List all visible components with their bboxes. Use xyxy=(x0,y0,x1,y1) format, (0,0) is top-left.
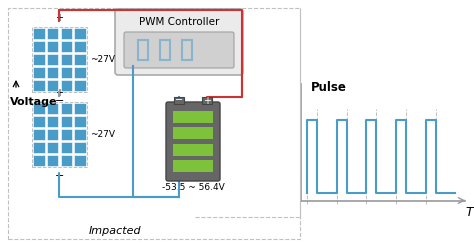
Text: Impacted: Impacted xyxy=(89,226,141,236)
Text: −: − xyxy=(55,96,64,106)
Bar xyxy=(33,80,45,91)
Bar xyxy=(47,28,58,39)
Bar xyxy=(174,97,184,104)
Text: −: − xyxy=(175,96,183,105)
Bar xyxy=(61,155,72,166)
Bar xyxy=(47,67,58,78)
Bar xyxy=(160,40,170,60)
Bar xyxy=(74,142,86,153)
Text: +: + xyxy=(55,88,64,98)
Bar xyxy=(61,116,72,127)
Bar xyxy=(47,54,58,65)
Bar xyxy=(173,160,213,171)
Bar xyxy=(47,103,58,114)
Text: T: T xyxy=(465,206,473,219)
Bar xyxy=(47,142,58,153)
Text: Pulse: Pulse xyxy=(311,81,347,94)
Bar xyxy=(61,80,72,91)
Bar xyxy=(61,103,72,114)
Bar xyxy=(33,103,45,114)
Bar xyxy=(33,54,45,65)
Bar xyxy=(74,155,86,166)
Bar xyxy=(173,111,213,124)
Bar xyxy=(182,40,192,60)
Bar xyxy=(47,41,58,52)
Bar xyxy=(33,155,45,166)
Bar xyxy=(74,28,86,39)
Text: +: + xyxy=(203,96,211,105)
Bar xyxy=(33,41,45,52)
Bar xyxy=(61,129,72,140)
Text: Voltage: Voltage xyxy=(10,97,57,107)
Bar xyxy=(74,103,86,114)
Bar xyxy=(74,67,86,78)
Text: -53.5 ~ 56.4V: -53.5 ~ 56.4V xyxy=(162,184,224,192)
Text: ~27V: ~27V xyxy=(90,55,115,64)
Bar xyxy=(74,116,86,127)
FancyBboxPatch shape xyxy=(124,32,234,68)
Bar xyxy=(74,54,86,65)
Text: PWM Controller: PWM Controller xyxy=(139,17,219,27)
Bar xyxy=(61,54,72,65)
Bar xyxy=(47,155,58,166)
Bar xyxy=(74,80,86,91)
Bar xyxy=(47,129,58,140)
Bar xyxy=(61,41,72,52)
Text: ~27V: ~27V xyxy=(90,130,115,139)
Bar xyxy=(61,142,72,153)
Bar xyxy=(33,28,45,39)
Text: −: − xyxy=(55,171,64,181)
Bar xyxy=(61,67,72,78)
Bar xyxy=(173,127,213,140)
Bar xyxy=(173,144,213,156)
Bar xyxy=(33,142,45,153)
Bar xyxy=(33,67,45,78)
Bar xyxy=(61,28,72,39)
Bar xyxy=(47,116,58,127)
Bar xyxy=(202,97,212,104)
Text: +: + xyxy=(55,13,64,23)
Bar xyxy=(74,41,86,52)
Bar xyxy=(33,116,45,127)
Bar xyxy=(33,129,45,140)
FancyBboxPatch shape xyxy=(115,9,243,75)
FancyBboxPatch shape xyxy=(166,102,220,181)
Bar xyxy=(138,40,148,60)
Bar xyxy=(47,80,58,91)
Bar xyxy=(74,129,86,140)
